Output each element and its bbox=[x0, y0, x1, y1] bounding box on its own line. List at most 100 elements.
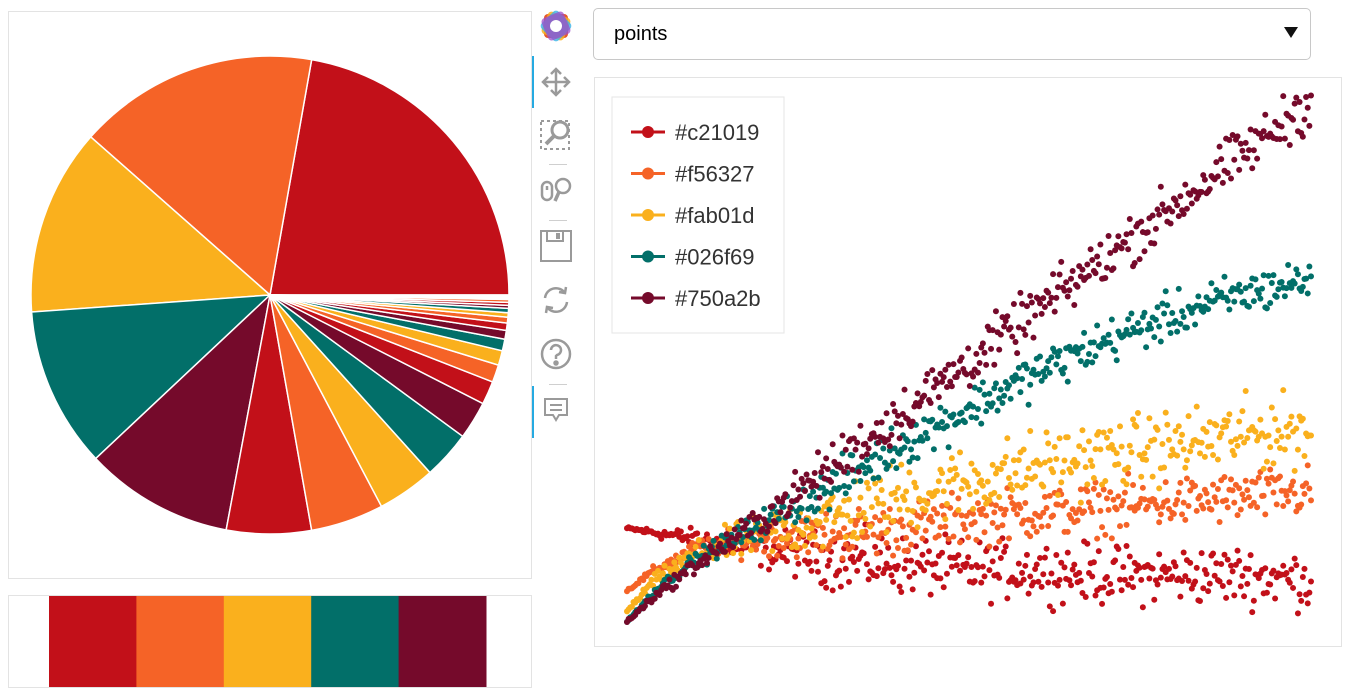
scatter-point bbox=[1226, 306, 1233, 313]
scatter-point bbox=[1182, 573, 1189, 580]
scatter-point bbox=[901, 496, 908, 503]
scatter-point bbox=[991, 489, 998, 496]
scatter-point bbox=[1221, 551, 1228, 558]
scatter-point bbox=[1272, 595, 1279, 602]
scatter-point bbox=[1144, 503, 1151, 510]
hover-icon[interactable] bbox=[538, 392, 574, 428]
scatter-point bbox=[886, 443, 893, 450]
legend-label: #026f69 bbox=[675, 245, 755, 270]
scatter-point bbox=[1213, 422, 1220, 429]
scatter-point bbox=[1187, 448, 1194, 455]
scatter-point bbox=[1290, 584, 1297, 591]
scatter-point bbox=[1102, 531, 1109, 538]
scatter-point bbox=[826, 557, 833, 564]
scatter-point bbox=[961, 526, 968, 533]
scatter-point bbox=[979, 563, 986, 570]
scatter-point bbox=[873, 550, 880, 557]
scatter-point bbox=[1294, 271, 1301, 278]
scatter-point bbox=[782, 519, 789, 526]
scatter-point bbox=[1267, 300, 1274, 307]
scatter-point bbox=[937, 404, 944, 411]
scatter-point bbox=[862, 515, 869, 522]
scatter-point bbox=[1054, 284, 1061, 291]
scatter-point bbox=[808, 567, 815, 574]
scatter-point bbox=[846, 578, 853, 585]
scatter-point bbox=[1032, 312, 1039, 319]
scatter-point bbox=[1100, 335, 1107, 342]
scatter-point bbox=[1257, 416, 1264, 423]
scatter-point bbox=[1100, 429, 1107, 436]
scatter-point bbox=[1180, 499, 1187, 506]
scatter-point bbox=[836, 505, 843, 512]
scatter-point bbox=[1115, 493, 1122, 500]
scatter-point bbox=[1107, 427, 1114, 434]
scatter-point bbox=[991, 385, 998, 392]
scatter-point bbox=[1241, 439, 1248, 446]
scatter-point bbox=[1115, 546, 1122, 553]
scatter-point bbox=[872, 433, 879, 440]
scatter-point bbox=[836, 567, 843, 574]
scatter-point bbox=[1069, 566, 1076, 573]
scatter-point bbox=[1205, 499, 1212, 506]
scatter-point bbox=[983, 361, 990, 368]
scatter-point bbox=[1257, 295, 1264, 302]
scatter-point bbox=[658, 535, 665, 542]
scatter-point bbox=[764, 535, 771, 542]
pan-icon[interactable] bbox=[538, 64, 574, 100]
scatter-point bbox=[1172, 197, 1179, 204]
scatter-point bbox=[823, 455, 830, 462]
scatter-point bbox=[935, 424, 942, 431]
scatter-point bbox=[965, 483, 972, 490]
scatter-point bbox=[1152, 225, 1159, 232]
scatter-point bbox=[881, 566, 888, 573]
scatter-point bbox=[1094, 322, 1101, 329]
scatter-point bbox=[1263, 305, 1270, 312]
scatter-point bbox=[1040, 483, 1047, 490]
wheel-zoom-icon[interactable] bbox=[538, 172, 574, 208]
scatter-point bbox=[958, 409, 965, 416]
scatter-point bbox=[842, 534, 849, 541]
scatter-point bbox=[1296, 98, 1303, 105]
scatter-point bbox=[955, 369, 962, 376]
scatter-point bbox=[883, 539, 890, 546]
scatter-point bbox=[957, 449, 964, 456]
scatter-point bbox=[890, 517, 897, 524]
scatter-point bbox=[983, 512, 990, 519]
scatter-point bbox=[1308, 497, 1314, 504]
scatter-point bbox=[867, 523, 874, 530]
scatter-point bbox=[1236, 418, 1243, 425]
help-icon[interactable] bbox=[538, 336, 574, 372]
bokeh-logo-icon[interactable] bbox=[538, 8, 574, 44]
scatter-point bbox=[854, 567, 861, 574]
scatter-point bbox=[1010, 300, 1017, 307]
scatter-point bbox=[1001, 511, 1008, 518]
scatter-point bbox=[896, 506, 903, 513]
reset-icon[interactable] bbox=[538, 282, 574, 318]
scatter-point bbox=[1206, 185, 1213, 192]
scatter-point bbox=[1046, 369, 1053, 376]
scatter-point bbox=[766, 523, 773, 530]
scatter-point bbox=[1126, 442, 1133, 449]
palette-swatch-chart bbox=[49, 596, 487, 687]
scatter-point bbox=[1291, 490, 1298, 497]
scatter-point bbox=[1025, 401, 1032, 408]
series-type-select[interactable]: points bbox=[593, 8, 1311, 60]
scatter-point bbox=[1025, 319, 1032, 326]
scatter-point bbox=[754, 541, 761, 548]
scatter-point bbox=[819, 524, 826, 531]
scatter-point bbox=[974, 369, 981, 376]
scatter-point bbox=[1027, 533, 1034, 540]
save-icon[interactable] bbox=[538, 228, 574, 264]
scatter-point bbox=[875, 534, 882, 541]
scatter-point bbox=[748, 530, 755, 537]
scatter-point bbox=[1260, 465, 1267, 472]
scatter-point bbox=[1219, 583, 1226, 590]
scatter-point bbox=[1094, 253, 1101, 260]
scatter-point bbox=[846, 496, 853, 503]
scatter-point bbox=[1054, 501, 1061, 508]
box-zoom-icon[interactable] bbox=[538, 116, 574, 152]
scatter-series bbox=[624, 462, 1314, 595]
scatter-point bbox=[1290, 116, 1297, 123]
scatter-point bbox=[1020, 517, 1027, 524]
scatter-point bbox=[1154, 206, 1161, 213]
